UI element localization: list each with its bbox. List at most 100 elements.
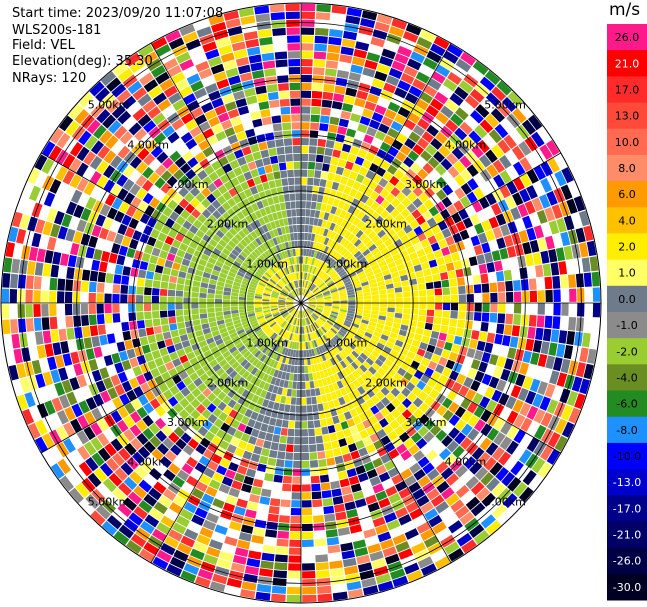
range-gate — [341, 403, 349, 413]
range-gate — [277, 451, 286, 460]
range-gate — [176, 283, 184, 291]
range-gate — [210, 346, 219, 354]
range-gate — [173, 204, 185, 215]
range-gate — [21, 347, 31, 362]
range-gate — [217, 391, 227, 401]
range-gate — [512, 108, 527, 124]
range-gate — [412, 420, 424, 432]
range-gate — [289, 531, 301, 540]
range-gate — [152, 112, 166, 126]
range-gate — [394, 287, 403, 293]
range-gate — [315, 259, 320, 267]
range-gate — [546, 399, 559, 415]
range-gate — [270, 221, 277, 230]
azimuth-line — [300, 152, 562, 304]
range-gate — [471, 330, 480, 340]
range-gate — [308, 299, 316, 302]
range-gate — [132, 209, 144, 221]
range-gate — [286, 299, 294, 302]
range-gate — [316, 299, 324, 302]
range-gate — [153, 325, 163, 335]
range-gate — [444, 453, 457, 467]
range-gate — [310, 209, 316, 218]
range-gate — [363, 306, 372, 311]
range-gate — [349, 171, 358, 181]
range-gate — [34, 436, 49, 453]
range-gate — [427, 542, 443, 555]
range-gate — [390, 233, 400, 243]
range-gate — [292, 349, 297, 358]
range-gate — [396, 244, 406, 253]
range-gate — [231, 236, 240, 245]
range-gate — [207, 392, 217, 403]
range-gate — [526, 437, 540, 453]
range-gate — [315, 19, 330, 29]
range-gate — [380, 407, 390, 417]
range-gate — [278, 307, 286, 311]
range-gate — [258, 141, 268, 151]
range-gate — [198, 68, 213, 80]
range-gate — [317, 235, 323, 243]
range-gate — [425, 449, 438, 462]
range-gate — [500, 224, 511, 237]
range-gate — [116, 174, 129, 187]
range-gate — [173, 549, 189, 562]
range-gate — [490, 203, 502, 216]
range-gate — [448, 243, 458, 254]
range-gate — [468, 339, 478, 350]
range-gate — [122, 330, 132, 341]
range-gate — [263, 537, 277, 546]
range-gate — [360, 194, 369, 204]
range-gate — [117, 223, 128, 236]
range-gate — [347, 588, 364, 599]
range-gate — [215, 130, 227, 142]
range-gate — [507, 91, 523, 107]
range-gate — [482, 303, 490, 313]
range-gate — [344, 385, 352, 394]
range-gate — [205, 486, 218, 498]
range-gate — [418, 180, 430, 192]
azimuth-line — [300, 42, 452, 304]
range-gate — [162, 206, 173, 218]
range-gate — [130, 196, 142, 209]
colorbar-swatch — [607, 233, 647, 261]
range-gate — [172, 456, 185, 469]
range-gate — [305, 381, 310, 389]
range-gate — [258, 217, 266, 226]
range-gate — [330, 289, 338, 294]
range-ring-label: 3.00km — [167, 178, 209, 191]
range-gate — [185, 426, 197, 438]
range-gate — [375, 391, 385, 401]
range-gate — [50, 369, 61, 384]
range-gate — [473, 530, 490, 545]
range-gate — [275, 244, 281, 253]
range-gate — [207, 298, 215, 303]
range-gate — [467, 428, 480, 441]
range-gate — [287, 43, 300, 51]
range-gate — [62, 353, 73, 367]
range-gate — [278, 403, 285, 412]
range-gate — [313, 59, 326, 68]
range-gate — [382, 546, 397, 558]
range-gate — [252, 478, 264, 488]
range-gate — [245, 382, 254, 392]
range-gate — [346, 315, 354, 320]
range-gate — [566, 390, 579, 407]
range-gate — [227, 26, 243, 37]
range-gate — [251, 239, 259, 248]
range-gate — [318, 282, 325, 289]
range-gate — [479, 396, 491, 409]
range-gate — [69, 158, 82, 173]
range-gate — [125, 368, 136, 380]
range-gate — [39, 234, 50, 249]
range-gate — [103, 150, 117, 164]
range-gate — [272, 123, 283, 132]
range-gate — [65, 365, 76, 379]
range-gate — [26, 261, 36, 275]
range-gate — [389, 419, 400, 430]
range-gate — [267, 91, 279, 101]
range-gate — [160, 317, 169, 326]
range-gate — [257, 503, 269, 513]
range-ring-label: 5.00km — [484, 495, 526, 508]
range-gate — [393, 169, 405, 180]
